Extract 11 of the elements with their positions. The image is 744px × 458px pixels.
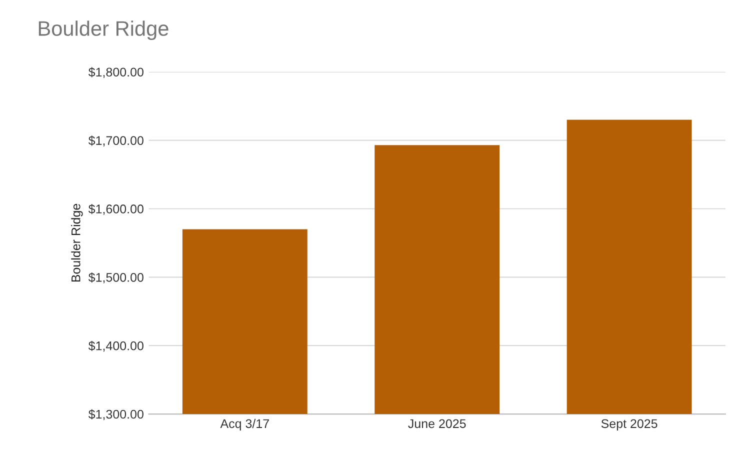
chart-title: Boulder Ridge <box>38 20 168 40</box>
y-tick-label: $1,300.00 <box>88 409 144 420</box>
y-tick-label: $1,700.00 <box>88 136 144 146</box>
y-tick-label: $1,500.00 <box>88 272 144 284</box>
x-tick-label: Acq 3/17 <box>220 418 269 431</box>
y-tick-label: $1,400.00 <box>88 340 144 352</box>
x-tick-label: June 2025 <box>408 419 466 428</box>
y-axis-title: Boulder Ridge <box>71 204 83 282</box>
x-tick-label: Sept 2025 <box>601 419 658 431</box>
y-tick-label: $1,800.00 <box>88 67 144 78</box>
y-tick-label: $1,600.00 <box>88 204 144 215</box>
